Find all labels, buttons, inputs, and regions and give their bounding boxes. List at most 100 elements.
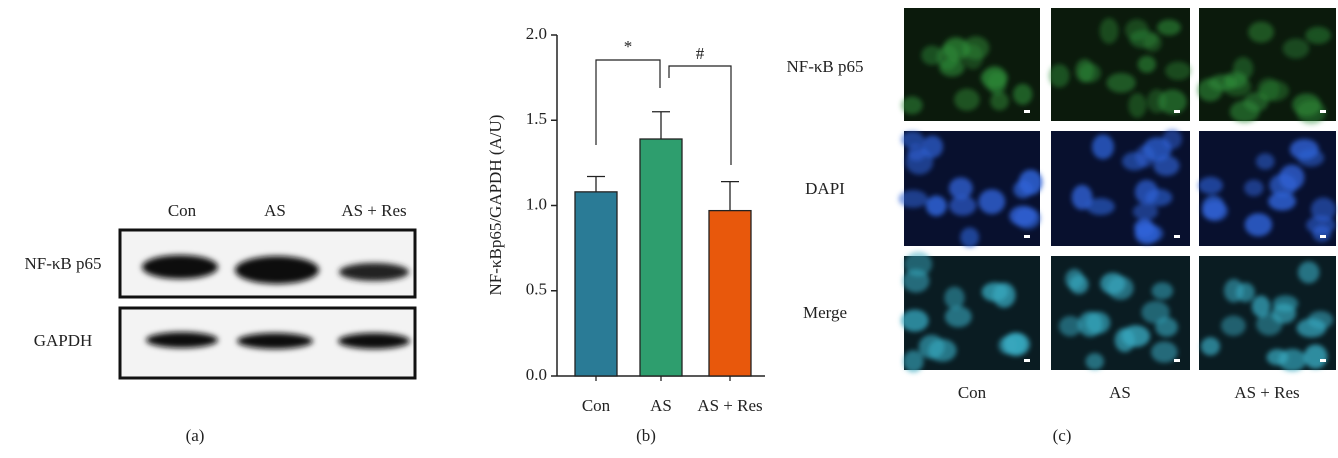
cell bbox=[1268, 192, 1296, 211]
cell bbox=[1099, 17, 1119, 44]
row-label: DAPI bbox=[805, 179, 845, 198]
scale-bar bbox=[1320, 110, 1326, 113]
significance-bracket bbox=[595, 59, 661, 145]
cell bbox=[901, 131, 924, 149]
cell bbox=[949, 195, 977, 216]
x-tick-label: Con bbox=[582, 396, 611, 415]
scale-bar bbox=[1024, 359, 1030, 362]
cell bbox=[1257, 77, 1280, 102]
cell bbox=[1251, 295, 1271, 318]
annotation: * bbox=[624, 37, 633, 56]
y-tick-label: 1.5 bbox=[526, 109, 547, 128]
y-axis-label: NF-κBp65/GAPDH (A/U) bbox=[486, 115, 505, 296]
lane-label: AS + Res bbox=[341, 201, 406, 220]
scale-bar bbox=[1320, 235, 1326, 238]
cell bbox=[1279, 164, 1305, 191]
band bbox=[339, 263, 409, 281]
cell bbox=[1307, 310, 1334, 329]
cell bbox=[1162, 129, 1183, 150]
cell bbox=[1065, 268, 1084, 290]
cell bbox=[978, 189, 1006, 215]
cell bbox=[1134, 222, 1160, 245]
x-tick-label: AS bbox=[650, 396, 672, 415]
cell bbox=[925, 195, 947, 217]
cell bbox=[1145, 188, 1173, 207]
cell bbox=[902, 269, 930, 293]
cell bbox=[921, 45, 943, 66]
cell bbox=[921, 135, 944, 158]
cell bbox=[1048, 64, 1070, 88]
panel-label: (c) bbox=[1053, 426, 1072, 445]
band bbox=[142, 255, 218, 279]
cell bbox=[898, 189, 928, 208]
cell bbox=[1150, 341, 1178, 363]
column-label: AS + Res bbox=[1234, 383, 1299, 402]
microscopy-grid: NF-κB p65 DAPI Merge Con AS AS + Res (c) bbox=[786, 8, 1337, 445]
cell bbox=[1198, 176, 1223, 195]
scale-bar bbox=[1024, 110, 1030, 113]
cell bbox=[1272, 295, 1299, 312]
cells bbox=[1048, 17, 1192, 118]
row-label: NF-κB p65 bbox=[24, 254, 101, 273]
band bbox=[338, 333, 410, 349]
cell bbox=[954, 88, 980, 111]
scale-bar bbox=[1320, 359, 1326, 362]
cell bbox=[1303, 344, 1328, 369]
y-tick-label: 0.5 bbox=[526, 280, 547, 299]
cell bbox=[1014, 207, 1041, 230]
x-tick-label: AS + Res bbox=[697, 396, 762, 415]
cell bbox=[944, 286, 965, 309]
cells bbox=[1200, 261, 1334, 372]
micrograph bbox=[1199, 256, 1336, 372]
band bbox=[237, 333, 313, 349]
cell bbox=[1091, 134, 1115, 160]
micrograph bbox=[1197, 8, 1336, 125]
cell bbox=[1141, 300, 1170, 324]
cell bbox=[1018, 169, 1043, 196]
panel-label: (a) bbox=[186, 426, 205, 445]
cell bbox=[1058, 315, 1082, 337]
cell bbox=[1114, 328, 1135, 353]
cell bbox=[1086, 198, 1115, 216]
scale-bar bbox=[1174, 110, 1180, 113]
western-blot: Con AS AS + Res NF-κB p65 GAPDH (a) bbox=[24, 201, 417, 445]
cell bbox=[990, 91, 1009, 111]
micrograph bbox=[901, 8, 1040, 121]
cell bbox=[1223, 71, 1248, 89]
cell bbox=[1165, 61, 1192, 81]
cell bbox=[1305, 26, 1331, 45]
cell bbox=[1255, 153, 1275, 170]
scale-bar bbox=[1174, 235, 1180, 238]
cell bbox=[1129, 29, 1158, 49]
cells bbox=[1071, 129, 1183, 245]
cell bbox=[1221, 315, 1246, 336]
row-label: NF-κB p65 bbox=[786, 57, 863, 76]
cell bbox=[1085, 311, 1111, 335]
column-label: Con bbox=[958, 383, 987, 402]
row-label: Merge bbox=[803, 303, 847, 322]
lane-label: Con bbox=[168, 201, 197, 220]
band bbox=[146, 332, 218, 348]
cell bbox=[1137, 55, 1157, 73]
bar bbox=[708, 209, 752, 377]
cell bbox=[918, 334, 945, 359]
cell bbox=[939, 58, 965, 77]
micrograph bbox=[1051, 256, 1190, 371]
cell bbox=[901, 96, 923, 115]
micrograph bbox=[1051, 129, 1190, 246]
cells bbox=[1198, 138, 1337, 242]
cells bbox=[901, 36, 1033, 115]
cell bbox=[1153, 155, 1180, 176]
bar bbox=[639, 138, 683, 377]
cell bbox=[1200, 337, 1221, 356]
column-label: AS bbox=[1109, 383, 1131, 402]
cell bbox=[1223, 278, 1244, 303]
cell bbox=[1278, 348, 1307, 372]
cell bbox=[1100, 272, 1126, 295]
lane-label: AS bbox=[264, 201, 286, 220]
y-tick-label: 0.0 bbox=[526, 365, 547, 384]
cell bbox=[1244, 213, 1273, 237]
micrograph bbox=[1048, 8, 1192, 121]
cells bbox=[900, 251, 1030, 373]
